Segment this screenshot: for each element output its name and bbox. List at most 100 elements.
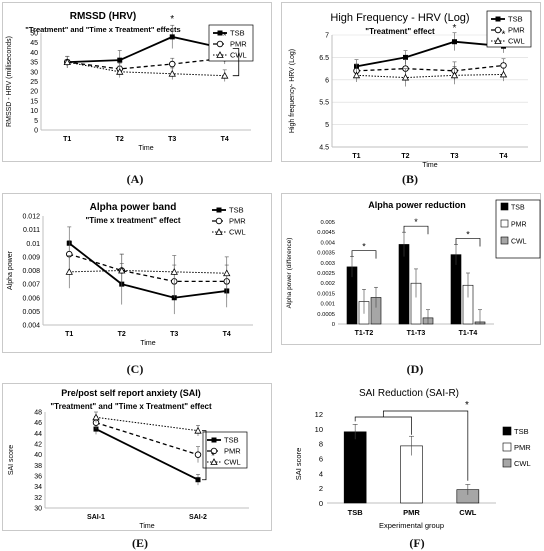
y-tick-label: 0.0045 [317,230,335,236]
chart-title: Alpha power band [90,202,177,213]
chart-title: RMSSD (HRV) [70,11,136,22]
legend-label-pmr: PMR [514,443,531,452]
x-tick-label: T2 [116,136,124,143]
significance-bracket [382,410,469,481]
panel-b: High Frequency - HRV (Log) "Treatment" ef… [281,2,541,169]
y-tick-label: 44 [34,431,42,438]
y-tick-label: 0.005 [320,220,335,226]
legend-label-tsb: TSB [514,427,529,436]
series-line-pmr [67,57,225,70]
y-tick-label: 10 [315,425,323,434]
legend-label-tsb: TSB [229,206,244,215]
data-point-cwl [352,71,361,79]
legend-marker-pmr [216,40,224,48]
y-tick-label: 38 [34,463,42,470]
legend-label-pmr: PMR [224,447,241,456]
x-tick-label: T1-T4 [459,330,478,337]
y-tick-label: 0.005 [22,309,40,316]
panel-f: SAI Reduction (SAI-R) 0 2 4 6 8 10 12 SAI score E… [290,383,542,531]
legend-swatch-tsb [500,202,509,211]
y-tick-label: 0 [34,128,38,135]
y-tick-label: 30 [30,69,38,76]
x-tick-label: T4 [221,136,229,143]
legend-marker-cwl [494,37,502,44]
y-tick-label: 32 [34,495,42,502]
y-axis-label: Alpha power (difference) [286,238,293,309]
y-axis-label: High frequency- HRV (Log) [289,49,296,133]
data-point-pmr [168,60,176,68]
data-point-cwl [170,268,178,275]
data-point-cwl [63,58,71,65]
y-tick-label: 0 [332,322,335,328]
legend-label-pmr: PMR [229,217,246,226]
panel-label-c: (C) [126,362,144,376]
x-axis-label: Time [139,523,154,530]
legend-swatch-cwl [500,236,509,245]
series-line-tsb [356,40,504,68]
significance-star: * [465,400,469,411]
x-tick-label: T4 [223,331,231,338]
y-tick-label: 40 [30,50,38,57]
panel-a: RMSSD (HRV) "Treatment" and "Time x Treat… [2,2,272,162]
y-tick-label: 20 [30,89,38,96]
legend-label-tsb: TSB [230,29,245,38]
significance-bracket [354,416,412,435]
significance-star: * [453,23,457,34]
legend-label-cwl: CWL [224,458,241,467]
x-tick-label: T3 [168,136,176,143]
y-tick-label: 7 [325,33,329,40]
legend-label-tsb: TSB [508,15,523,24]
y-axis-label: RMSSD - HRV (milliseconds) [6,36,13,127]
data-point-tsb [169,34,175,40]
series-line-cwl [67,61,225,77]
legend-label-pmr: PMR [230,40,247,49]
data-point-cwl [92,413,100,421]
data-point-cwl [118,266,126,274]
legend-label-pmr: PMR [511,222,527,229]
y-tick-label: 5.5 [319,100,329,107]
data-point-tsb [117,57,123,63]
legend-marker-pmr [494,26,502,34]
data-point-pmr [194,451,202,458]
chart-subtitle: "Treatment" and "Time x Treatment" effec… [25,25,180,34]
y-tick-label: 36 [34,474,42,481]
x-tick-label: PMR [403,508,420,517]
legend-marker-tsb [216,207,222,213]
y-tick-label: 0.003 [320,261,335,267]
x-axis-label: Time [138,145,153,152]
legend-label-tsb: TSB [224,436,239,445]
y-tick-label: 42 [34,442,42,449]
x-tick-label: SAI-1 [87,514,105,521]
panel-label-a: (A) [126,172,144,186]
significance-bracket [232,48,240,77]
panel-label-f: (F) [409,536,425,550]
significance-star: * [223,31,227,42]
panel-c: Alpha power band "Time x treatment" effec… [2,193,272,353]
chart-title: High Frequency - HRV (Log) [330,12,469,24]
legend-marker-tsb [217,30,223,36]
x-tick-label: CWL [459,508,476,517]
legend-marker-cwl [215,228,223,235]
legend-label-cwl: CWL [511,239,527,246]
series-line-pmr [356,64,504,72]
y-tick-label: 6 [319,455,323,464]
y-tick-label: 0.006 [22,295,40,302]
legend-marker-pmr [215,217,223,225]
panel-label-b: (B) [402,172,418,186]
data-point-tsb [403,54,408,60]
panel-e: Pre/post self report anxiety (SAI) "Treat… [2,383,272,531]
y-tick-label: 2 [319,484,323,493]
legend-swatch-tsb [502,426,512,436]
x-axis-label: Time [140,340,155,347]
legend-marker-tsb [495,16,501,22]
data-point-cwl [401,73,410,81]
data-point-cwl [65,268,73,275]
legend-label-cwl: CWL [230,51,247,60]
y-tick-label: 0.004 [320,240,335,246]
y-tick-label: 34 [34,484,42,491]
bar-tsb [450,254,462,325]
y-axis-label: SAI score [294,448,303,481]
y-tick-label: 0.004 [22,323,40,330]
y-tick-label: 25 [30,79,38,86]
y-axis-label: Alpha power [7,250,14,290]
